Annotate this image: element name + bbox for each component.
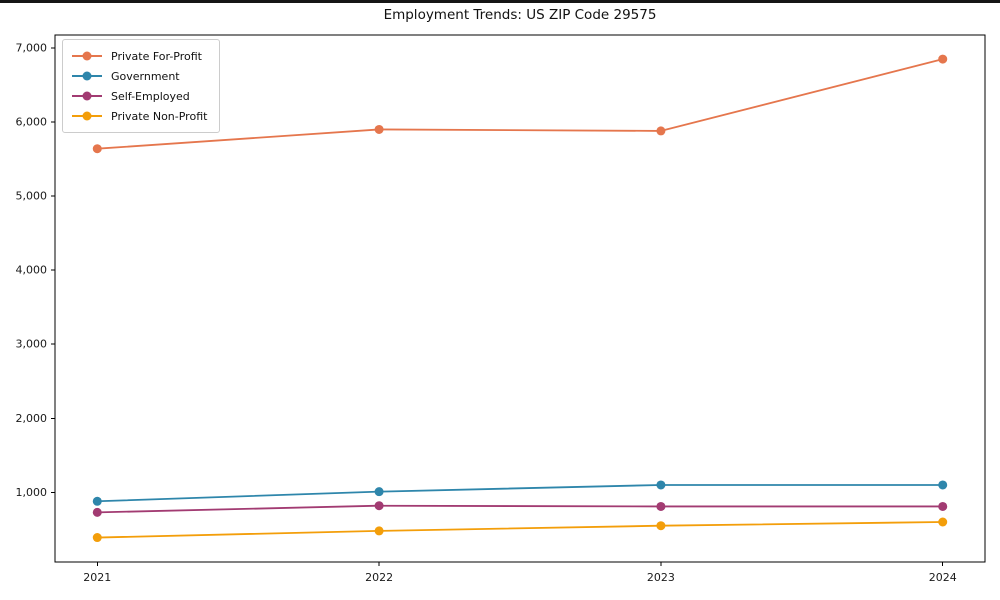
data-point-marker bbox=[656, 480, 666, 490]
legend-line-marker-icon bbox=[72, 91, 102, 101]
data-point-marker bbox=[656, 501, 666, 511]
x-tick-label: 2024 bbox=[929, 571, 957, 584]
data-point-marker bbox=[656, 126, 666, 136]
legend-item: Private Non-Profit bbox=[72, 106, 207, 126]
window-top-edge bbox=[0, 0, 1000, 3]
series-line-private-non-profit bbox=[96, 521, 944, 539]
y-tick-label: 2,000 bbox=[16, 412, 48, 425]
legend-line-marker-icon bbox=[72, 71, 102, 81]
legend-line-marker-icon bbox=[72, 51, 102, 61]
y-tick-label: 3,000 bbox=[16, 338, 48, 351]
legend-line-marker-icon bbox=[72, 111, 102, 121]
legend-dot-icon bbox=[82, 111, 92, 121]
series-line-government bbox=[96, 484, 944, 503]
data-point-marker bbox=[374, 526, 384, 536]
data-point-marker bbox=[92, 496, 102, 506]
data-point-marker bbox=[656, 521, 666, 531]
data-point-marker bbox=[92, 533, 102, 543]
y-tick-label: 5,000 bbox=[16, 190, 48, 203]
plot-area-border bbox=[54, 34, 986, 563]
legend-dot-icon bbox=[82, 91, 92, 101]
data-point-marker bbox=[92, 507, 102, 517]
legend-item: Government bbox=[72, 66, 207, 86]
legend-item-label: Private For-Profit bbox=[111, 49, 202, 63]
data-point-marker bbox=[938, 517, 948, 527]
y-tick-label: 4,000 bbox=[16, 264, 48, 277]
series-line-self-employed bbox=[96, 504, 944, 514]
data-point-marker bbox=[938, 54, 948, 64]
chart-title: Employment Trends: US ZIP Code 29575 bbox=[383, 7, 657, 23]
data-point-marker bbox=[374, 501, 384, 511]
data-point-marker bbox=[938, 501, 948, 511]
x-tick-label: 2021 bbox=[83, 571, 111, 584]
legend-item: Private For-Profit bbox=[72, 46, 207, 66]
y-tick-label: 1,000 bbox=[16, 486, 48, 499]
data-point-marker bbox=[938, 480, 948, 490]
x-tick-label: 2022 bbox=[365, 571, 393, 584]
legend-dot-icon bbox=[82, 51, 92, 61]
series-line-private-for-profit bbox=[96, 58, 944, 150]
legend-item-label: Private Non-Profit bbox=[111, 109, 208, 123]
legend-item: Self-Employed bbox=[72, 86, 207, 106]
data-point-marker bbox=[374, 487, 384, 497]
y-tick-label: 7,000 bbox=[16, 41, 48, 54]
legend-item-label: Government bbox=[111, 69, 180, 83]
data-point-marker bbox=[92, 144, 102, 154]
legend-dot-icon bbox=[82, 71, 92, 81]
legend-item-label: Self-Employed bbox=[111, 89, 190, 103]
data-point-marker bbox=[374, 124, 384, 134]
x-tick-label: 2023 bbox=[647, 571, 675, 584]
y-tick-label: 6,000 bbox=[16, 116, 48, 129]
legend: Private For-Profit Government Self-Employe… bbox=[62, 39, 221, 133]
